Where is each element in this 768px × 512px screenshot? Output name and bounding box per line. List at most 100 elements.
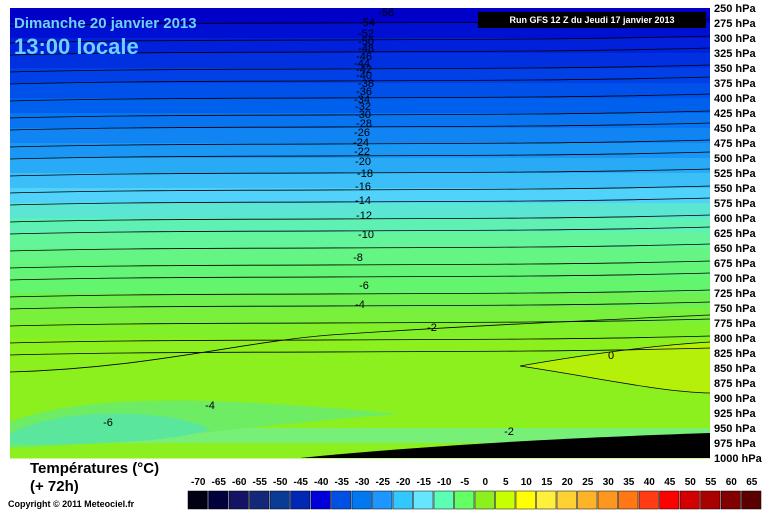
pressure-tick-label: 425 hPa: [714, 108, 756, 120]
pressure-tick-label: 825 hPa: [714, 348, 756, 360]
scale-tick-label: 35: [623, 477, 635, 488]
scale-tick-label: -15: [417, 477, 432, 488]
scale-tick-label: -25: [376, 477, 391, 488]
isotherm-line: [9, 122, 711, 131]
scale-tick-label: 55: [705, 477, 717, 488]
temperature-band: [10, 338, 710, 354]
scale-tick-label: -50: [273, 477, 288, 488]
isotherm-label: -52: [358, 28, 374, 40]
isotherm-label: -20: [355, 156, 371, 168]
scale-swatch: [536, 490, 557, 510]
isotherm-line: [9, 110, 711, 119]
isotherm-label: -4: [205, 400, 215, 412]
ground-terrain: [300, 433, 710, 458]
isotherm-label: -40: [356, 70, 372, 82]
isotherm-line: [9, 301, 711, 310]
isotherm-label: -6: [359, 280, 369, 292]
isotherm-label: -34: [354, 94, 370, 106]
isotherm-label: 0: [608, 350, 614, 362]
isotherm-line: [9, 335, 711, 344]
scale-tick-label: -45: [294, 477, 309, 488]
pressure-tick-label: 250 hPa: [714, 3, 756, 15]
temperature-band: [10, 83, 710, 99]
temperature-band: [10, 278, 710, 294]
pressure-tick-label: 900 hPa: [714, 393, 756, 405]
forecast-time: 13:00 locale: [14, 34, 139, 59]
pressure-tick-label: 800 hPa: [714, 333, 756, 345]
isotherm-label: -44: [354, 58, 370, 70]
isotherm-label: -28: [356, 118, 372, 130]
isotherm-line: [9, 93, 711, 102]
pressure-tick-label: 725 hPa: [714, 288, 756, 300]
pressure-tick-label: 325 hPa: [714, 48, 756, 60]
isotherm-label: -30: [355, 109, 371, 121]
temperature-band: [10, 248, 710, 264]
scale-tick-label: 65: [746, 477, 758, 488]
pressure-tick-label: 650 hPa: [714, 243, 756, 255]
scale-tick-label: 0: [482, 477, 488, 488]
warm-zone-0c: [520, 342, 710, 393]
isotherm-label: -14: [355, 195, 371, 207]
copyright-notice: Copyright © 2011 Meteociel.fr: [8, 499, 135, 509]
pressure-tick-label: 875 hPa: [714, 378, 756, 390]
scale-tick-label: -30: [355, 477, 370, 488]
isotherm-labels: -56-54-52-50-48-46-44-42-40-38-36-34-32-…: [103, 7, 614, 438]
isotherm-line: [9, 35, 711, 44]
isotherm-line: [9, 168, 711, 177]
forecast-date: Dimanche 20 janvier 2013: [14, 15, 197, 32]
pressure-tick-label: 300 hPa: [714, 33, 756, 45]
temperature-band: [10, 323, 710, 339]
scale-tick-label: -20: [396, 477, 411, 488]
isotherm-line-0: [519, 341, 711, 394]
scale-swatch: [474, 490, 495, 510]
temperature-band: [10, 383, 710, 399]
temperature-band: [10, 263, 710, 279]
scale-swatch: [741, 490, 762, 510]
pressure-tick-label: 275 hPa: [714, 18, 756, 30]
isotherm-label: -38: [358, 78, 374, 90]
pressure-tick-label: 400 hPa: [714, 93, 756, 105]
scale-swatch: [290, 490, 311, 510]
scale-tick-label: 40: [644, 477, 656, 488]
pressure-tick-label: 375 hPa: [714, 78, 756, 90]
pressure-tick-label: 575 hPa: [714, 198, 756, 210]
pressure-tick-label: 775 hPa: [714, 318, 756, 330]
scale-tick-label: -65: [212, 477, 227, 488]
scale-swatch: [597, 490, 618, 510]
model-run-label: Run GFS 12 Z du Jeudi 17 janvier 2013: [478, 12, 706, 28]
scale-swatch: [310, 490, 331, 510]
isotherm-label: -48: [358, 43, 374, 55]
scale-tick-label: -40: [314, 477, 329, 488]
isotherm-line: [9, 289, 711, 298]
temperature-band: [10, 188, 710, 204]
isotherm-line: [9, 347, 711, 356]
scale-tick-label: 10: [521, 477, 533, 488]
pressure-tick-label: 600 hPa: [714, 213, 756, 225]
scale-tick-label: 60: [726, 477, 738, 488]
pressure-tick-label: 350 hPa: [714, 63, 756, 75]
isotherm-label: -16: [355, 181, 371, 193]
isotherm-label: -22: [354, 146, 370, 158]
pressure-tick-label: 1000 hPa: [714, 453, 763, 465]
isotherm-lines: [9, 18, 711, 394]
scale-swatch: [351, 490, 372, 510]
isotherm-label: -2: [427, 322, 437, 334]
isotherm-line: [9, 47, 711, 56]
pressure-tick-label: 925 hPa: [714, 408, 756, 420]
scale-tick-label: -5: [460, 477, 469, 488]
isotherm-line-minus2: [9, 314, 711, 373]
pressure-tick-label: 750 hPa: [714, 303, 756, 315]
pressure-tick-label: 675 hPa: [714, 258, 756, 270]
isotherm-label: -24: [353, 137, 369, 149]
scale-swatch: [556, 490, 577, 510]
isotherm-line: [9, 64, 711, 73]
scale-tick-label: 25: [582, 477, 594, 488]
terrain: [300, 433, 710, 458]
scale-tick-label: -10: [437, 477, 452, 488]
temperature-band: [10, 38, 710, 54]
pressure-tick-label: 850 hPa: [714, 363, 756, 375]
temperature-bands: [10, 8, 710, 459]
cold-zone-minus6: [10, 413, 210, 445]
isotherm-line: [9, 185, 711, 194]
scale-swatch: [720, 490, 741, 510]
